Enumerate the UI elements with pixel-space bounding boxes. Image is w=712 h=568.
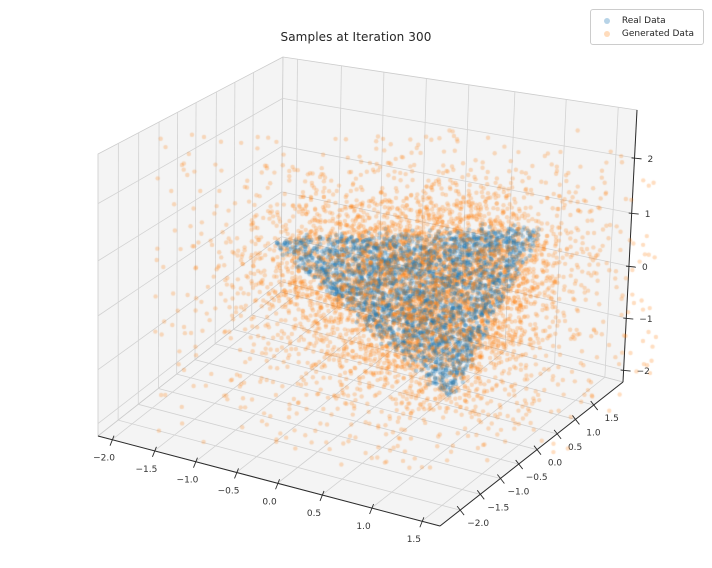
legend-item-generated-data: Generated Data <box>598 27 694 40</box>
legend-item-real-data: Real Data <box>598 14 694 27</box>
real-data-marker-icon <box>603 17 610 24</box>
legend-label: Real Data <box>621 15 666 26</box>
legend-label: Generated Data <box>621 28 694 39</box>
plot-title: Samples at Iteration 300 <box>280 30 432 44</box>
generated-data-marker-icon <box>603 30 610 37</box>
legend: Real Data Generated Data <box>589 9 704 45</box>
